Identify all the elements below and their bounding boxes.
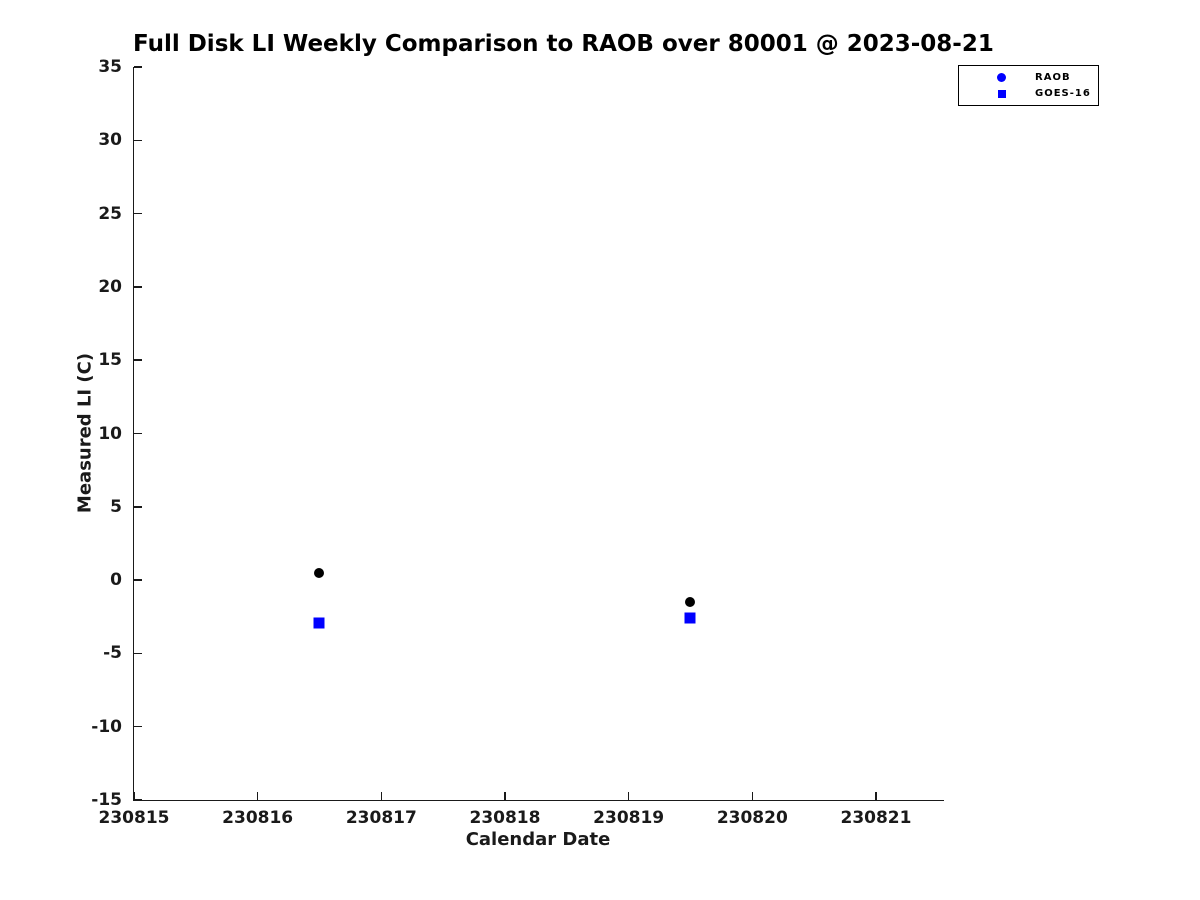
x-tick-label: 230820	[716, 808, 788, 828]
goes-16-legend-marker-square-icon	[998, 89, 1006, 98]
y-tick	[134, 799, 142, 801]
y-tick-label: 15	[98, 350, 122, 371]
goes-16-data-point	[313, 617, 325, 629]
x-tick-label: 230821	[840, 808, 912, 828]
x-tick	[875, 792, 877, 800]
legend-label-raob: RAOB	[1035, 71, 1071, 83]
plot-area: 35 30 25 20 15 10 5 0 -5 -10 -15 230815 230816 230817…	[91, 57, 944, 828]
y-tick-label: 5	[110, 496, 122, 517]
legend-label-goes-16: GOES-16	[1035, 88, 1091, 100]
y-tick-label: 25	[98, 203, 122, 224]
y-tick	[134, 652, 142, 655]
raob-data-point	[314, 567, 325, 578]
x-tick	[627, 792, 630, 800]
x-tick-label: 230815	[98, 808, 170, 828]
y-tick	[134, 212, 142, 215]
x-tick-label: 230816	[222, 808, 294, 828]
y-tick-label: 0	[110, 570, 122, 591]
x-tick	[380, 792, 383, 800]
y-tick-label: -5	[103, 643, 122, 664]
legend: RAOB GOES-16	[958, 65, 1099, 106]
y-tick-label: 20	[98, 276, 122, 297]
goes-16-data-point	[684, 612, 696, 624]
raob-legend-marker-circle-icon	[997, 72, 1006, 82]
y-tick	[134, 139, 142, 142]
legend-item-raob: RAOB	[959, 72, 1098, 83]
y-tick-label: 35	[98, 57, 122, 77]
y-tick-label: 10	[98, 423, 122, 444]
y-tick	[134, 725, 142, 728]
y-tick-label: -15	[91, 790, 122, 810]
y-tick	[134, 506, 142, 508]
y-tick	[134, 579, 142, 581]
x-tick	[133, 792, 135, 800]
raob-data-point	[685, 597, 696, 608]
y-tick	[134, 66, 142, 68]
legend-item-goes-16: GOES-16	[959, 88, 1098, 99]
x-axis-label: Calendar Date	[465, 829, 611, 850]
x-tick-label: 230817	[345, 808, 417, 828]
y-tick	[134, 359, 142, 361]
x-tick	[504, 792, 506, 800]
y-tick-label: -10	[91, 716, 122, 737]
y-tick	[134, 432, 142, 435]
x-tick	[256, 792, 259, 800]
y-tick-label: 30	[98, 130, 122, 151]
y-tick	[134, 286, 142, 288]
x-tick-label: 230818	[469, 808, 541, 828]
chart-title: Full Disk LI Weekly Comparison to RAOB o…	[133, 31, 994, 57]
x-tick-label: 230819	[593, 808, 665, 828]
x-tick	[751, 792, 754, 800]
